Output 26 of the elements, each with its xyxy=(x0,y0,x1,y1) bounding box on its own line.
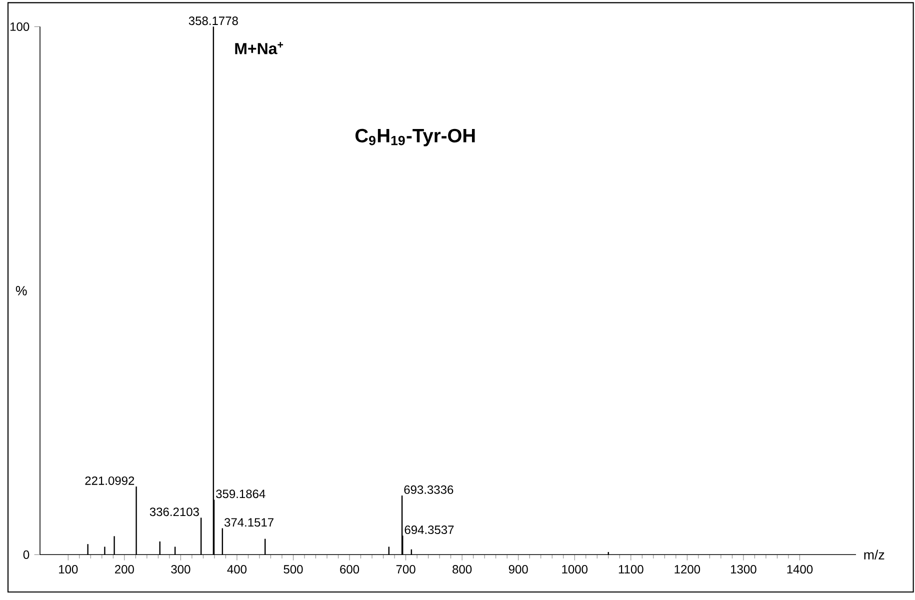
x-tick-label: 1200 xyxy=(674,565,700,574)
x-tick-label: 1000 xyxy=(562,565,588,574)
x-tick-label: 500 xyxy=(284,565,303,574)
x-tick-label: 600 xyxy=(340,565,360,574)
x-axis-title: m/z xyxy=(864,550,884,560)
annotation: 374.1517 xyxy=(224,518,274,527)
x-tick-label: 700 xyxy=(396,565,416,574)
annotation: 694.3537 xyxy=(404,526,454,534)
x-tick-label: 400 xyxy=(227,565,247,574)
x-tick-label: 300 xyxy=(171,565,190,574)
x-tick-label: 900 xyxy=(508,565,528,574)
annotation: 221.0992 xyxy=(85,476,134,485)
annotation: 359.1864 xyxy=(216,490,266,498)
x-tick-label: 1400 xyxy=(787,565,813,574)
annotation: 358.1778 xyxy=(188,16,238,26)
x-tick-label: 1100 xyxy=(618,565,644,574)
x-tick-label: 200 xyxy=(115,565,134,574)
y-axis-title: % xyxy=(16,286,27,296)
x-tick-label: 1300 xyxy=(731,565,756,574)
x-tick-label: 800 xyxy=(452,565,472,574)
annotation: 693.3336 xyxy=(404,485,454,494)
y-tick-label: 0 xyxy=(23,550,30,559)
x-tick-label: 100 xyxy=(59,565,78,574)
annotation: M+Na$^{+}$ xyxy=(235,42,284,54)
text: C$_{9}$H$_{19}$-Tyr-OH xyxy=(355,128,475,146)
annotation: 336.2103 xyxy=(150,508,199,516)
